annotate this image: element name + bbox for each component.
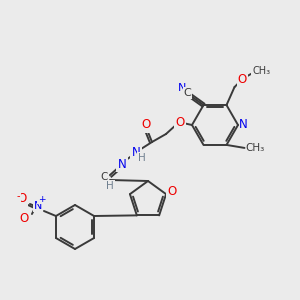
Text: O: O [167,184,177,198]
Text: O: O [141,118,151,131]
Text: N: N [132,146,140,158]
Text: C: C [184,88,191,98]
Text: H: H [106,181,114,191]
Text: N: N [34,201,42,211]
Text: O: O [238,73,247,85]
Text: +: + [38,194,46,203]
Text: N: N [118,158,126,170]
Text: O: O [17,193,27,206]
Text: H: H [138,153,146,163]
Text: CH₃: CH₃ [252,66,271,76]
Text: O: O [19,212,28,226]
Text: -: - [16,191,20,201]
Text: CH₃: CH₃ [245,143,264,153]
Text: O: O [176,116,184,128]
Text: N: N [238,118,247,131]
Text: C: C [100,172,108,182]
Text: N: N [178,83,187,93]
